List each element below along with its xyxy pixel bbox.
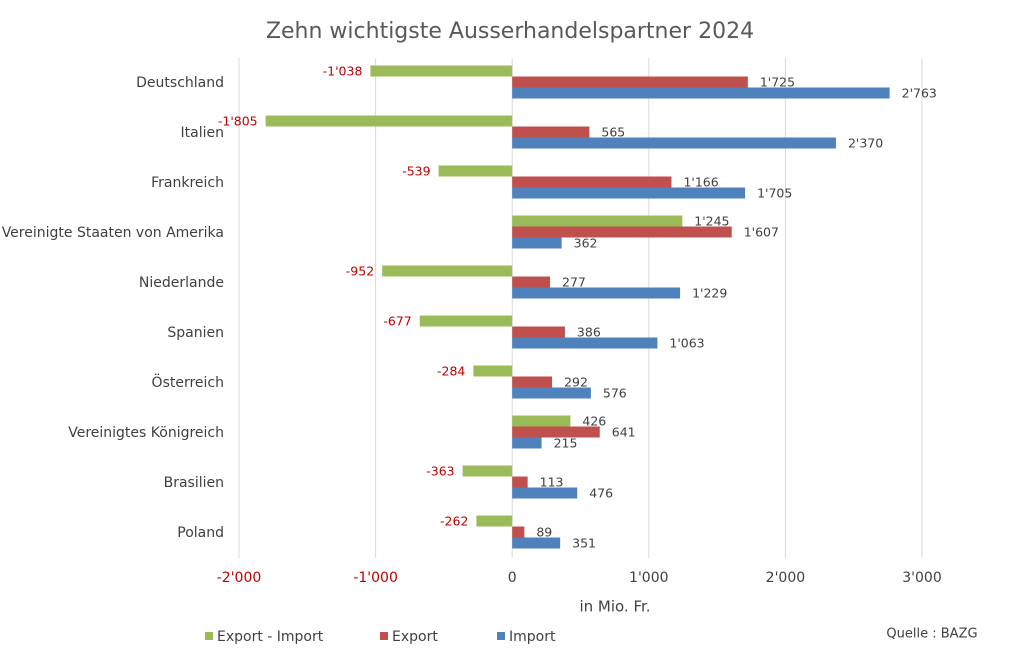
x-axis-title: in Mio. Fr. (579, 598, 650, 616)
x-tick-label: -2'000 (217, 570, 262, 586)
value-label: 113 (540, 475, 564, 490)
value-label: 576 (603, 386, 627, 401)
bar (512, 215, 683, 227)
bar (512, 415, 571, 427)
legend-swatch (205, 632, 213, 640)
category-label: Niederlande (139, 275, 224, 291)
x-tick-label: 0 (508, 570, 517, 586)
value-label: -1'038 (323, 64, 363, 79)
source-note: Quelle : BAZG (886, 627, 977, 642)
bar (419, 315, 513, 327)
value-label: 2'763 (902, 86, 937, 101)
value-label: 1'063 (669, 336, 704, 351)
bar (512, 337, 658, 349)
value-label: 386 (577, 325, 601, 340)
value-label: -363 (426, 464, 454, 479)
category-label: Italien (181, 125, 224, 141)
bar (512, 487, 578, 499)
category-label: Spanien (167, 325, 224, 341)
value-label: 277 (562, 275, 586, 290)
value-label: 362 (574, 236, 598, 251)
bar (512, 526, 525, 538)
bar (512, 187, 746, 199)
value-label: 565 (601, 125, 625, 140)
category-label: Frankreich (151, 175, 224, 191)
chart-title: Zehn wichtigste Ausserhandelspartner 202… (266, 19, 754, 44)
bar (512, 276, 551, 288)
category-label: Deutschland (136, 75, 224, 91)
bar (512, 376, 553, 388)
category-label: Vereinigte Staaten von Amerika (2, 225, 224, 241)
bar (512, 76, 748, 88)
x-tick-label: 3'000 (902, 570, 941, 586)
bar (370, 65, 513, 77)
category-label: Brasilien (164, 475, 224, 491)
value-label: 1'607 (744, 225, 779, 240)
value-label: -677 (383, 314, 411, 329)
bar (382, 265, 513, 277)
value-label: 351 (572, 536, 596, 551)
bar (512, 387, 591, 399)
value-label: -1'805 (218, 114, 258, 129)
bar (512, 287, 681, 299)
category-label: Österreich (152, 373, 224, 391)
bar (512, 126, 590, 138)
x-tick-label: -1'000 (353, 570, 398, 586)
value-label: 476 (589, 486, 613, 501)
bar (512, 437, 542, 449)
category-label: Poland (177, 525, 224, 541)
bar (512, 426, 600, 438)
legend-label: Import (509, 629, 556, 645)
value-label: 426 (582, 414, 606, 429)
value-label: 641 (612, 425, 636, 440)
value-label: -952 (346, 264, 374, 279)
value-label: 1'705 (757, 186, 792, 201)
bar (512, 537, 561, 549)
value-label: 89 (536, 525, 552, 540)
value-label: 1'725 (760, 75, 795, 90)
legend-label: Export - Import (217, 629, 324, 645)
value-label: -284 (437, 364, 465, 379)
bar (462, 465, 513, 477)
value-label: 215 (554, 436, 578, 451)
bar (438, 165, 513, 177)
legend-label: Export (392, 629, 438, 645)
bar (473, 365, 513, 377)
category-label: Vereinigtes Königreich (68, 425, 224, 441)
bar (512, 237, 562, 249)
value-label: -262 (440, 514, 468, 529)
bar (512, 176, 672, 188)
x-tick-label: 1'000 (629, 570, 668, 586)
bar (512, 476, 528, 488)
bar (512, 226, 732, 238)
bar (512, 87, 890, 99)
value-label: 1'166 (683, 175, 718, 190)
bar (512, 326, 565, 338)
value-label: 1'229 (692, 286, 727, 301)
legend-swatch (380, 632, 388, 640)
value-label: -539 (402, 164, 430, 179)
value-label: 1'245 (694, 214, 729, 229)
bar (476, 515, 513, 527)
legend-swatch (497, 632, 505, 640)
x-tick-label: 2'000 (766, 570, 805, 586)
bar (512, 137, 836, 149)
value-label: 2'370 (848, 136, 883, 151)
bar (265, 115, 513, 127)
value-label: 292 (564, 375, 588, 390)
